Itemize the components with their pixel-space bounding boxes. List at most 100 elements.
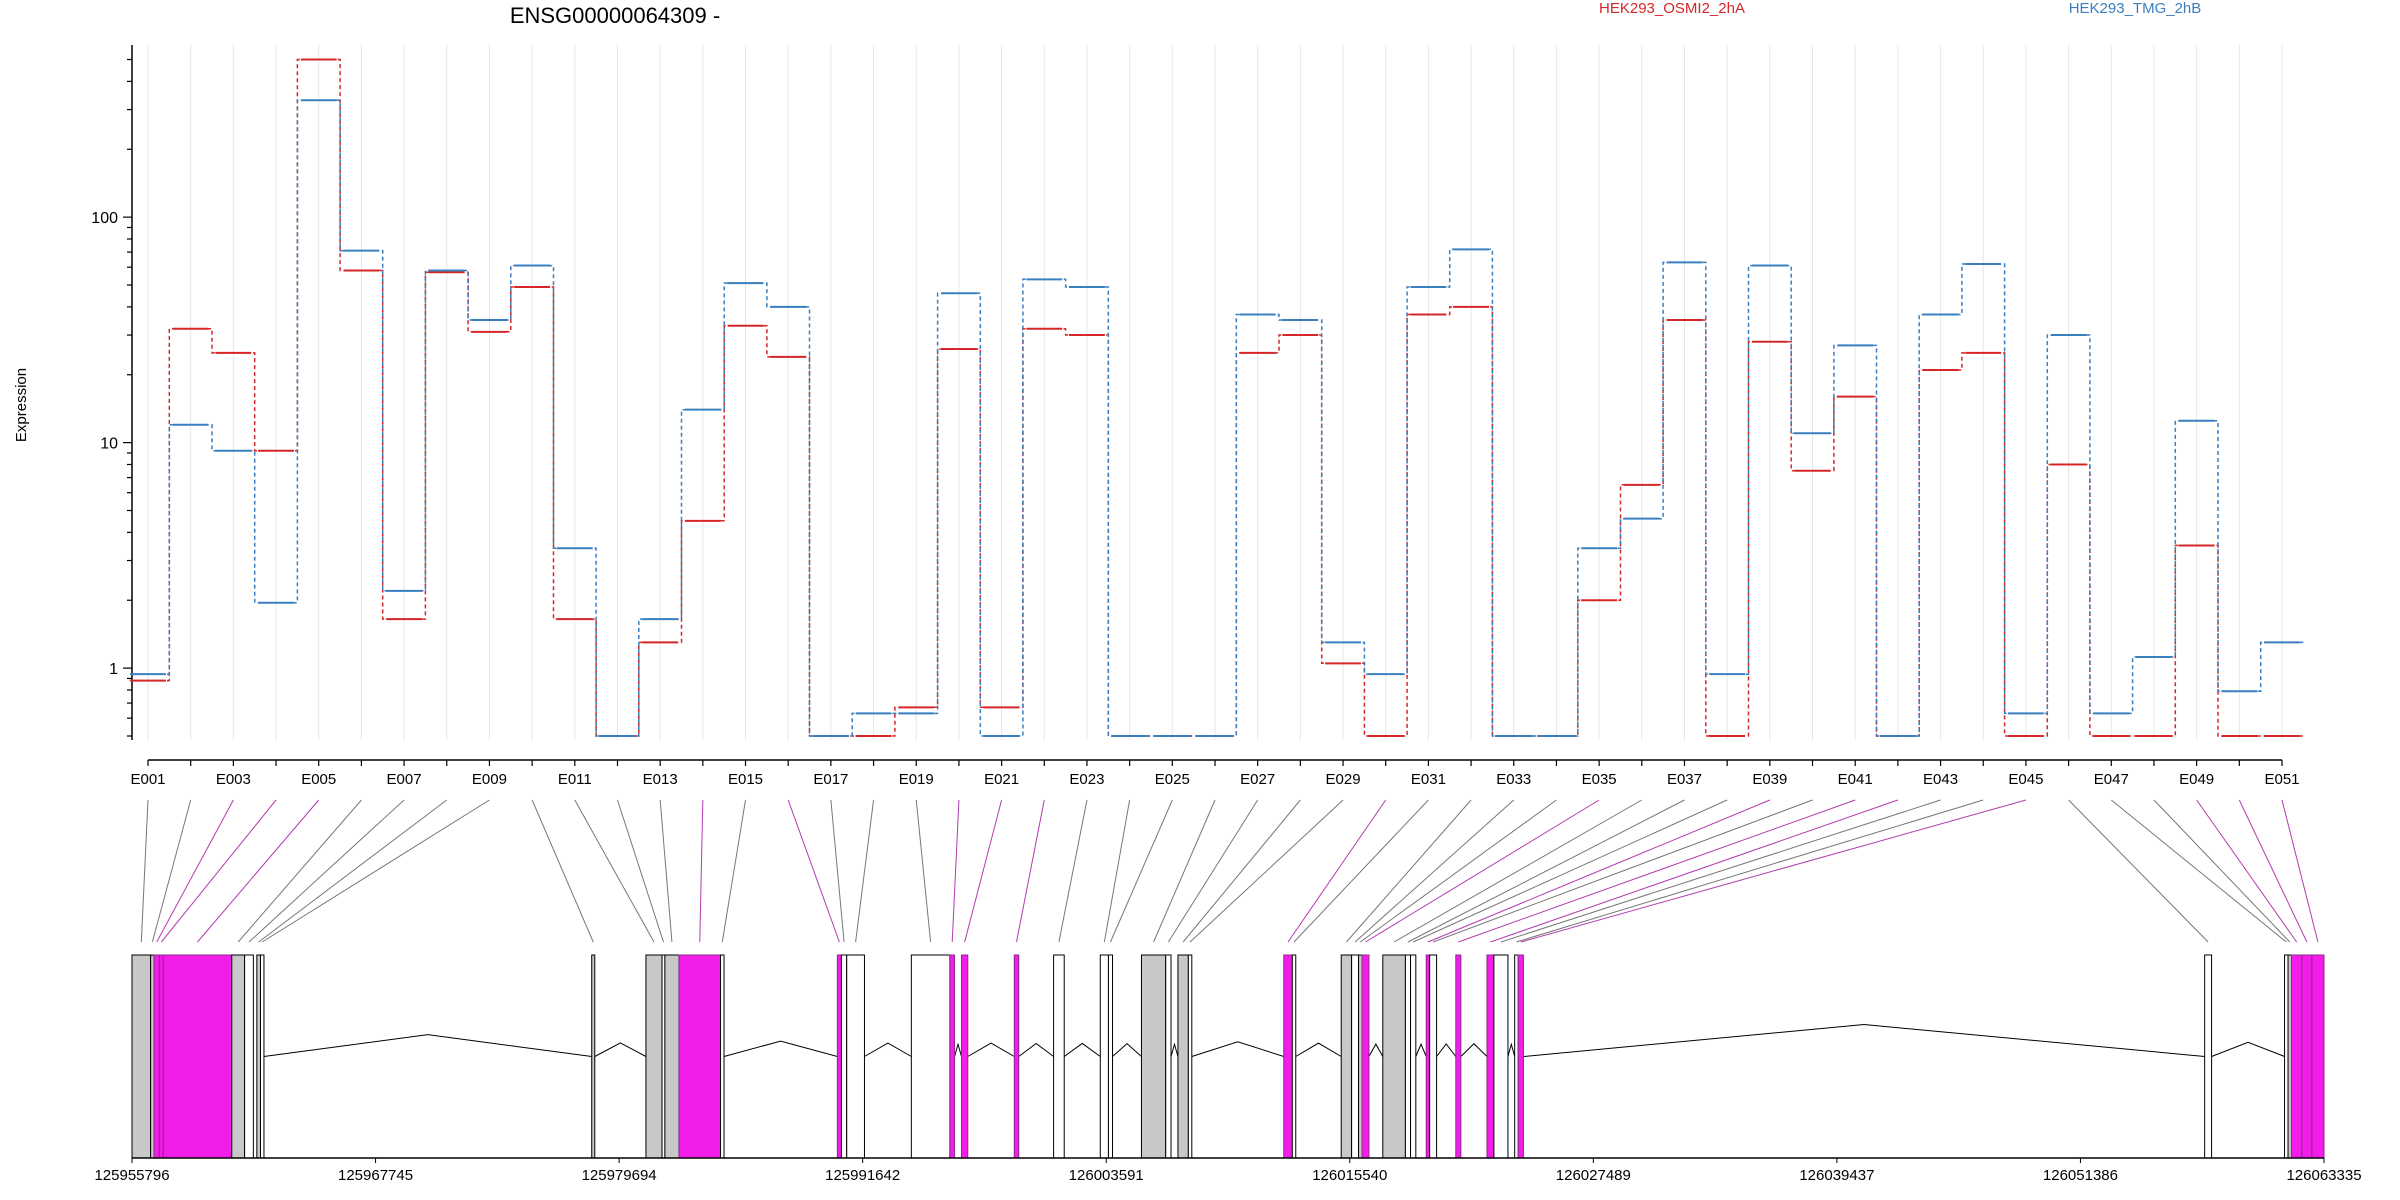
x-tick-label: E019 bbox=[899, 771, 934, 788]
link-E018 bbox=[855, 799, 875, 943]
intron bbox=[1368, 1043, 1384, 1057]
link-E030 bbox=[1287, 799, 1387, 943]
link-E040 bbox=[1432, 799, 1813, 943]
link-E023 bbox=[1058, 799, 1088, 943]
exon-E017 bbox=[840, 954, 848, 1159]
link-E004 bbox=[160, 799, 277, 943]
x-tick-label: E011 bbox=[558, 771, 592, 788]
genomic-tick-label: 125967745 bbox=[338, 1167, 413, 1184]
exon-E026 bbox=[1140, 954, 1167, 1159]
link-E014 bbox=[699, 799, 704, 943]
exon-E015 bbox=[720, 954, 725, 1159]
link-E039 bbox=[1427, 799, 1771, 943]
exon-E029 bbox=[1187, 954, 1193, 1159]
link-E016 bbox=[787, 799, 840, 943]
link-E012 bbox=[617, 799, 664, 943]
series-HEK293_OSMI2_2hA bbox=[130, 58, 2304, 738]
x-tick-label: E007 bbox=[387, 771, 422, 788]
genomic-tick-label: 125955796 bbox=[94, 1167, 169, 1184]
y-tick-label: 1 bbox=[109, 661, 118, 678]
link-E029 bbox=[1189, 799, 1344, 943]
intron bbox=[263, 1034, 592, 1057]
exon-E028 bbox=[1177, 954, 1189, 1159]
exon-E011 bbox=[645, 954, 663, 1159]
genomic-coordinate-axis: 125955796 125967745 125979694 125991642 1260… bbox=[94, 1157, 2362, 1184]
exon-E020 bbox=[949, 954, 956, 1159]
genomic-tick-label: 126015540 bbox=[1312, 1167, 1387, 1184]
x-tick-label: E037 bbox=[1667, 771, 1702, 788]
exon-E039 bbox=[1425, 954, 1431, 1159]
intron bbox=[1415, 1042, 1427, 1057]
exon-E049 bbox=[2290, 954, 2303, 1159]
x-tick-label: E043 bbox=[1923, 771, 1958, 788]
exon-E010 bbox=[591, 954, 596, 1159]
x-tick-label: E047 bbox=[2094, 771, 2129, 788]
genomic-tick-label: 126063335 bbox=[2286, 1167, 2361, 1184]
exon-E048 bbox=[2287, 954, 2292, 1159]
y-tick-label: 10 bbox=[100, 436, 118, 453]
link-E044 bbox=[1516, 799, 1984, 943]
link-E028 bbox=[1182, 799, 1301, 943]
intron bbox=[594, 1042, 647, 1057]
x-tick-label: E027 bbox=[1240, 771, 1275, 788]
link-E010 bbox=[531, 799, 594, 943]
exon-E045 bbox=[1517, 954, 1524, 1159]
x-tick-label: E001 bbox=[130, 771, 165, 788]
link-E005 bbox=[197, 799, 320, 943]
link-E022 bbox=[1016, 799, 1045, 943]
intron bbox=[1170, 1042, 1179, 1057]
exon-E008 bbox=[256, 954, 261, 1159]
exon-E013 bbox=[664, 954, 680, 1159]
exon-E044 bbox=[1514, 954, 1519, 1159]
link-E034 bbox=[1359, 799, 1557, 943]
exon-E022 bbox=[1013, 954, 1020, 1159]
link-E037 bbox=[1407, 799, 1685, 943]
chart-title: ENSG00000064309 - bbox=[510, 3, 720, 28]
x-tick-label: E017 bbox=[813, 771, 848, 788]
exon-E003 bbox=[153, 954, 160, 1159]
link-E017 bbox=[830, 799, 845, 943]
x-tick-label: E049 bbox=[2179, 771, 2214, 788]
y-tick-label: 100 bbox=[91, 210, 118, 227]
x-tick-label: E013 bbox=[643, 771, 678, 788]
series-line bbox=[132, 99, 2304, 737]
genomic-tick-label: 126027489 bbox=[1556, 1167, 1631, 1184]
intron bbox=[1523, 1023, 2205, 1057]
intron bbox=[1018, 1042, 1054, 1057]
x-tick-label: E029 bbox=[1326, 771, 1361, 788]
x-tick-label: E021 bbox=[984, 771, 1019, 788]
exon-E019 bbox=[910, 954, 951, 1159]
y-axis-label: Expression bbox=[13, 368, 30, 442]
exon-E014 bbox=[678, 954, 722, 1159]
link-E009 bbox=[261, 799, 490, 943]
x-tick-label: E035 bbox=[1582, 771, 1617, 788]
link-E001 bbox=[140, 799, 149, 943]
exon-E043 bbox=[1493, 954, 1509, 1159]
exon-E016 bbox=[836, 954, 842, 1159]
link-E047 bbox=[2110, 799, 2287, 943]
series-line bbox=[132, 58, 2304, 737]
link-E043 bbox=[1500, 799, 1941, 943]
exon-E027 bbox=[1165, 954, 1172, 1159]
link-E026 bbox=[1153, 799, 1216, 943]
exon-link-lines bbox=[140, 799, 2319, 943]
exon-E030 bbox=[1283, 954, 1293, 1159]
exon-E036 bbox=[1382, 954, 1406, 1159]
link-E031 bbox=[1293, 799, 1429, 943]
link-E007 bbox=[248, 799, 405, 943]
x-tick-label: E051 bbox=[2264, 771, 2299, 788]
genomic-tick-label: 125991642 bbox=[825, 1167, 900, 1184]
intron bbox=[1112, 1042, 1142, 1057]
link-E008 bbox=[258, 799, 448, 943]
exon-E047 bbox=[2284, 954, 2289, 1159]
legend-entry-series-b: HEK293_TMG_2hB bbox=[2069, 0, 2202, 17]
genomic-tick-label: 126039437 bbox=[1799, 1167, 1874, 1184]
legend-entry-series-a: HEK293_OSMI2_2hA bbox=[1599, 0, 1745, 17]
exon-E007 bbox=[244, 954, 254, 1159]
link-E015 bbox=[721, 799, 747, 943]
intron bbox=[2211, 1041, 2285, 1057]
exon-E038 bbox=[1410, 954, 1417, 1159]
exon-E031 bbox=[1291, 954, 1297, 1159]
x-tick-label: E033 bbox=[1496, 771, 1531, 788]
